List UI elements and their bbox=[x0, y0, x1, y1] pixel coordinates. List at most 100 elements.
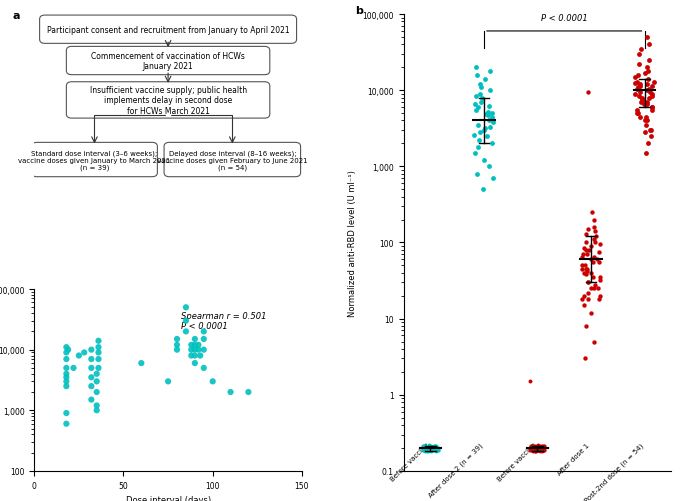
Point bbox=[632, 84, 643, 92]
Point bbox=[630, 91, 641, 99]
Point bbox=[641, 81, 652, 89]
Point bbox=[198, 335, 209, 343]
Point bbox=[529, 446, 540, 454]
Point bbox=[589, 239, 600, 247]
Point bbox=[637, 94, 648, 102]
Point bbox=[432, 446, 443, 454]
Point bbox=[577, 250, 588, 259]
Point bbox=[634, 113, 645, 121]
Point bbox=[475, 129, 486, 137]
Point bbox=[585, 242, 596, 250]
Point bbox=[180, 304, 191, 312]
Point bbox=[419, 442, 430, 450]
Text: Before vaccine: Before vaccine bbox=[390, 441, 430, 482]
Point bbox=[421, 446, 432, 454]
Point bbox=[93, 344, 104, 352]
Point bbox=[640, 70, 651, 78]
Point bbox=[430, 442, 441, 450]
FancyBboxPatch shape bbox=[66, 83, 270, 119]
Point bbox=[634, 61, 645, 69]
Point bbox=[527, 446, 538, 454]
Point bbox=[590, 233, 601, 241]
Point bbox=[524, 444, 535, 452]
Point bbox=[423, 447, 434, 455]
Point bbox=[471, 107, 482, 115]
Point bbox=[537, 442, 548, 450]
Point bbox=[588, 216, 599, 224]
Point bbox=[525, 444, 536, 452]
Point bbox=[162, 378, 173, 386]
Point bbox=[426, 444, 437, 452]
Point bbox=[79, 349, 90, 357]
Point bbox=[479, 125, 490, 133]
Point bbox=[630, 80, 640, 88]
Point bbox=[198, 346, 209, 354]
Point bbox=[630, 74, 640, 82]
Text: Standard dose interval (3–6 weeks);
vaccine doses given January to March 2021
(n: Standard dose interval (3–6 weeks); vacc… bbox=[18, 150, 171, 171]
Point bbox=[532, 444, 543, 452]
Point bbox=[582, 279, 593, 287]
Point bbox=[93, 364, 104, 372]
Point bbox=[640, 122, 651, 130]
Point bbox=[432, 444, 443, 452]
Point bbox=[419, 444, 430, 452]
Point bbox=[427, 444, 438, 452]
Point bbox=[474, 137, 485, 145]
Point bbox=[538, 442, 549, 450]
Point bbox=[634, 51, 645, 59]
Point bbox=[589, 285, 600, 293]
Point bbox=[537, 444, 548, 452]
Point bbox=[419, 444, 429, 452]
Point bbox=[643, 57, 654, 65]
Point bbox=[418, 446, 429, 454]
Point bbox=[593, 285, 603, 293]
Point bbox=[61, 409, 72, 417]
Point bbox=[536, 444, 547, 452]
Point bbox=[577, 266, 588, 274]
Point bbox=[195, 352, 206, 360]
Point bbox=[180, 328, 191, 336]
FancyBboxPatch shape bbox=[66, 47, 270, 76]
Point bbox=[486, 110, 497, 118]
Point bbox=[473, 122, 484, 130]
Point bbox=[61, 344, 72, 352]
Point bbox=[527, 442, 538, 450]
Point bbox=[576, 296, 587, 304]
Point bbox=[471, 64, 482, 72]
Point bbox=[180, 317, 191, 325]
Point bbox=[429, 444, 440, 452]
Point bbox=[647, 104, 658, 112]
Point bbox=[488, 119, 499, 127]
Point bbox=[61, 355, 72, 363]
Point bbox=[171, 335, 182, 343]
Point bbox=[476, 94, 487, 102]
Point bbox=[537, 446, 548, 454]
Point bbox=[91, 402, 102, 410]
Point bbox=[432, 444, 443, 452]
Point bbox=[474, 91, 485, 99]
Point bbox=[539, 444, 550, 452]
Point bbox=[428, 442, 439, 450]
Point bbox=[525, 442, 536, 450]
Point bbox=[61, 382, 72, 390]
Point bbox=[594, 296, 605, 304]
Point bbox=[644, 41, 655, 49]
Point bbox=[642, 87, 653, 95]
Point bbox=[171, 346, 182, 354]
Point bbox=[471, 170, 482, 178]
Point bbox=[538, 446, 549, 454]
Point bbox=[640, 150, 651, 158]
Point bbox=[208, 378, 219, 386]
Point bbox=[645, 89, 656, 97]
Point bbox=[61, 349, 72, 357]
Point bbox=[469, 150, 480, 158]
Point bbox=[189, 335, 200, 343]
Point bbox=[633, 92, 644, 100]
Point bbox=[186, 341, 197, 349]
Point bbox=[483, 109, 494, 117]
Point bbox=[431, 447, 442, 455]
Point bbox=[589, 236, 600, 244]
Point bbox=[647, 82, 658, 90]
Point bbox=[588, 223, 599, 231]
Point bbox=[635, 81, 646, 89]
